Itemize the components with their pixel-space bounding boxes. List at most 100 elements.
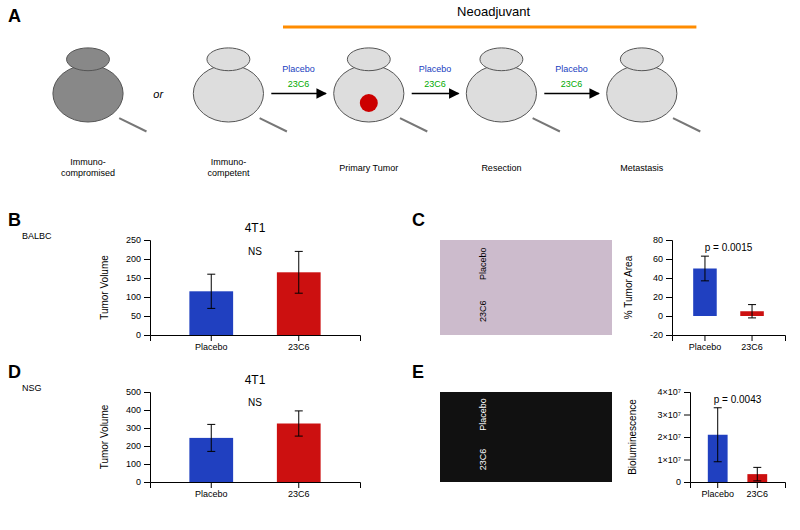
image-label: Placebo <box>478 398 488 431</box>
error-cap <box>295 293 303 294</box>
diagram-panel: ANeoadjuvantImmuno-compromisedImmuno-com… <box>8 4 700 179</box>
mouse-body <box>53 65 123 122</box>
stage-label-line: Primary Tumor <box>339 163 398 173</box>
y-tick: -20 <box>650 330 672 340</box>
axis-line <box>144 393 151 483</box>
arrow-label: Placebo <box>555 64 588 74</box>
y-tick-mark <box>684 415 690 416</box>
y-tick: 0 <box>676 477 690 487</box>
y-tick: 3×10⁷ <box>657 410 690 420</box>
axis-line <box>691 483 786 489</box>
stage-label-line: Immuno- <box>211 157 247 167</box>
y-tick: 20 <box>653 292 672 302</box>
panel-label: D <box>8 362 21 382</box>
y-tick-label: 60 <box>653 254 663 264</box>
y-tick-label: 4×10⁷ <box>657 387 681 397</box>
y-tick-label: 20 <box>653 292 663 302</box>
y-tick: 80 <box>653 235 672 245</box>
y-tick: 40 <box>653 273 672 283</box>
x-tick-label: Placebo <box>195 342 228 352</box>
mouse-tail <box>533 118 560 131</box>
y-tick-label: 250 <box>126 235 141 245</box>
arrow-label: Placebo <box>282 64 315 74</box>
y-tick-mark <box>684 460 690 461</box>
y-tick: 250 <box>126 235 150 245</box>
y-tick-mark <box>666 297 672 298</box>
y-tick-label: 300 <box>126 423 141 433</box>
plot-marks <box>189 411 320 482</box>
panel-title: 4T1 <box>245 221 266 235</box>
y-tick: 0 <box>136 330 150 340</box>
mouse-head <box>480 48 523 71</box>
y-tick: 0 <box>658 311 672 321</box>
y-tick: 200 <box>126 254 150 264</box>
y-tick-label: 0 <box>658 311 663 321</box>
y-tick-label: 100 <box>126 292 141 302</box>
panel-label: A <box>8 6 21 26</box>
mouse <box>53 48 147 132</box>
arrow-label: 23C6 <box>561 79 583 89</box>
mouse-body <box>607 65 677 122</box>
y-tick: 0 <box>136 477 150 487</box>
y-tick-mark <box>666 259 672 260</box>
plot-marks <box>189 251 320 335</box>
y-tick-mark <box>144 482 150 483</box>
x-tick: Placebo <box>195 335 228 352</box>
mouse-head <box>207 48 250 71</box>
x-tick-label: 23C6 <box>741 342 763 352</box>
x-tick-label: Placebo <box>195 489 228 499</box>
error-bar <box>757 467 758 481</box>
stage-arrow <box>271 93 326 95</box>
x-tick-mark <box>717 482 718 488</box>
y-tick-mark <box>144 297 150 298</box>
bar-panel: EPlacebo23C601×10⁷2×10⁷3×10⁷4×10⁷Placebo… <box>412 362 786 499</box>
y-tick-label: 200 <box>126 441 141 451</box>
y-axis: -20 0 20 40 60 80 <box>650 235 673 340</box>
y-tick-mark <box>684 482 690 483</box>
stage-label: Primary Tumor <box>339 163 398 173</box>
mouse-head <box>67 48 110 71</box>
error-cap <box>295 251 303 252</box>
x-tick-label: 23C6 <box>288 489 310 499</box>
panel-label: E <box>412 362 424 382</box>
y-tick-label: 80 <box>653 235 663 245</box>
y-axis: 0100200300400500 <box>126 387 151 487</box>
error-bar <box>211 274 212 308</box>
axis-line <box>666 241 673 336</box>
mouse-tail <box>260 118 287 131</box>
stage-label: Resection <box>481 163 521 173</box>
y-tick-label: -20 <box>650 330 663 340</box>
y-tick-mark <box>144 240 150 241</box>
panel-sublabel: NSG <box>22 383 42 393</box>
tumor-dot <box>360 94 378 112</box>
x-tick-mark <box>298 482 299 488</box>
mouse-body <box>193 65 263 122</box>
y-tick: 200 <box>126 441 150 451</box>
x-tick-mark <box>298 335 299 341</box>
x-axis: Placebo23C6 <box>691 482 786 499</box>
stage-label-line: Resection <box>481 163 521 173</box>
y-tick-mark <box>666 316 672 317</box>
x-tick-mark <box>752 335 753 341</box>
x-tick: Placebo <box>689 335 722 352</box>
y-tick-mark <box>666 335 672 336</box>
y-tick-mark <box>144 335 150 336</box>
y-tick-label: 0 <box>676 477 681 487</box>
y-tick-label: 100 <box>126 459 141 469</box>
x-tick: 23C6 <box>741 335 763 352</box>
annotation: NS <box>248 397 262 408</box>
mouse <box>607 48 701 132</box>
y-axis-title: % Tumor Area <box>623 255 634 319</box>
stage-label: Immuno-compromised <box>61 157 115 178</box>
y-axis: 050100150200250 <box>126 235 151 340</box>
annotation: p = 0.0043 <box>714 394 762 405</box>
y-axis-title: Bioluminescence <box>627 399 638 475</box>
y-tick-label: 0 <box>136 330 141 340</box>
y-tick: 2×10⁷ <box>657 432 690 442</box>
y-tick: 100 <box>126 292 150 302</box>
y-tick-mark <box>144 259 150 260</box>
y-tick-label: 400 <box>126 405 141 415</box>
y-tick: 300 <box>126 423 150 433</box>
y-tick-label: 150 <box>126 273 141 283</box>
stage-label-line: Metastasis <box>620 163 664 173</box>
